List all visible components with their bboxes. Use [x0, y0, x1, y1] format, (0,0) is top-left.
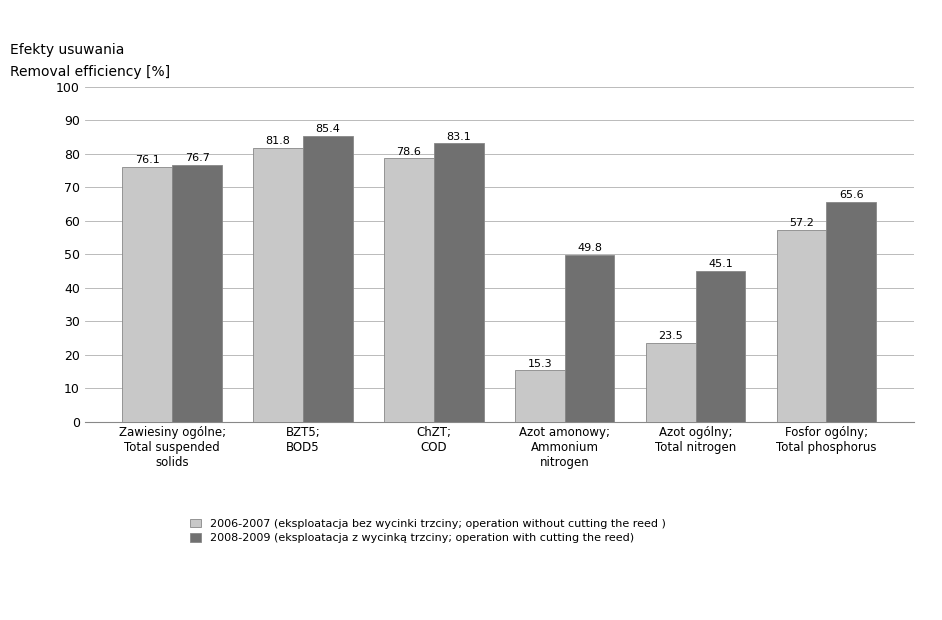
Text: 81.8: 81.8: [266, 136, 290, 146]
Text: 76.7: 76.7: [185, 153, 209, 163]
Bar: [384, 159, 434, 422]
Bar: [564, 255, 614, 422]
Bar: [303, 136, 352, 422]
Bar: [646, 343, 695, 422]
Bar: [253, 148, 303, 422]
Bar: [695, 270, 745, 422]
Text: 15.3: 15.3: [528, 359, 552, 369]
Bar: [172, 165, 222, 422]
Bar: [515, 370, 564, 422]
Text: 83.1: 83.1: [447, 131, 471, 142]
Legend: 2006-2007 (eksploatacja bez wycinki trzciny; operation without cutting the reed : 2006-2007 (eksploatacja bez wycinki trzc…: [189, 518, 666, 543]
Text: 76.1: 76.1: [135, 155, 160, 165]
Text: 45.1: 45.1: [708, 259, 733, 269]
Bar: [434, 143, 483, 422]
Text: 65.6: 65.6: [839, 190, 864, 200]
Text: 23.5: 23.5: [658, 331, 683, 341]
Text: 57.2: 57.2: [789, 218, 814, 228]
Bar: [122, 167, 172, 422]
Text: Removal efficiency [%]: Removal efficiency [%]: [10, 65, 171, 79]
Text: Efekty usuwania: Efekty usuwania: [10, 43, 124, 57]
Bar: [776, 230, 826, 422]
Text: 85.4: 85.4: [316, 124, 340, 134]
Bar: [826, 202, 876, 422]
Text: 78.6: 78.6: [397, 147, 421, 157]
Text: 49.8: 49.8: [577, 243, 602, 253]
